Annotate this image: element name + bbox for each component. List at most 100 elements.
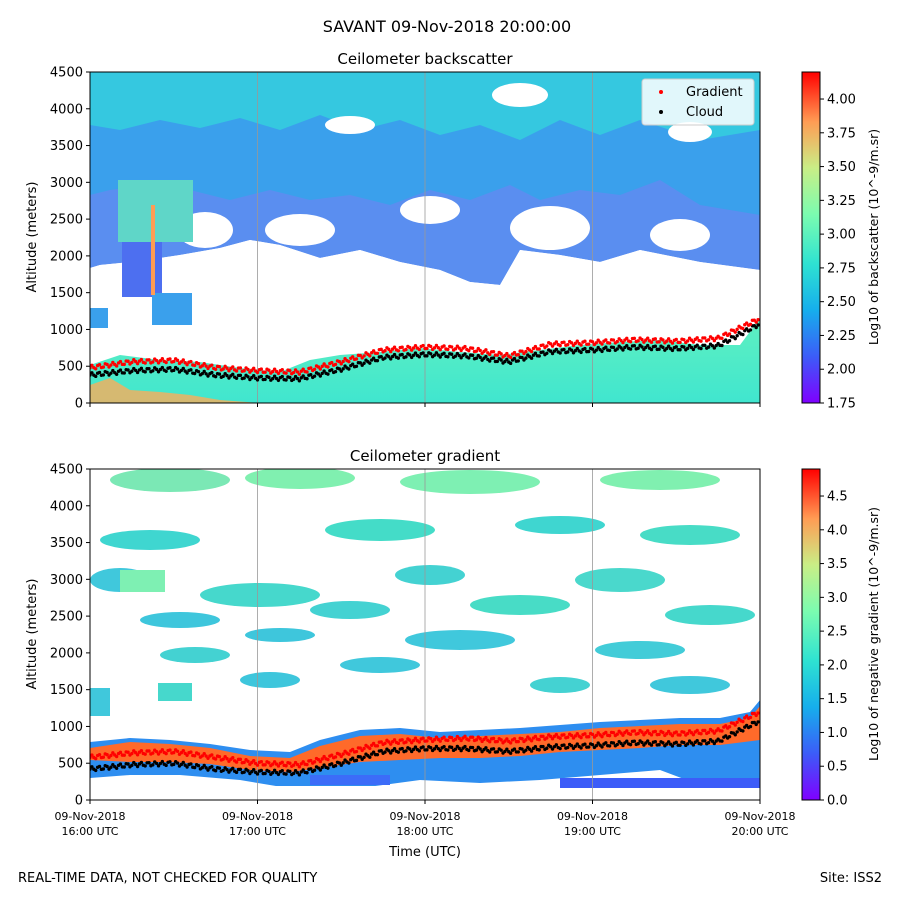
- cloud-height-point: [333, 764, 338, 768]
- cloud-height-point: [234, 376, 239, 381]
- cloud-height-point: [295, 376, 300, 381]
- cloud-height-point: [442, 351, 446, 355]
- gradient-height-point: [320, 364, 324, 369]
- gradient-height-point: [368, 746, 372, 751]
- gradient-height-point: [392, 738, 397, 742]
- cloud-height-point: [706, 345, 711, 349]
- cloud-height-point: [312, 374, 317, 378]
- cloud-height-point: [621, 348, 625, 352]
- cloud-height-point: [295, 770, 300, 775]
- cloud-height-point: [411, 353, 416, 358]
- gradient-height-point: [276, 764, 281, 768]
- colorbar-tick-label: 0.0: [827, 794, 848, 809]
- cloud-height-point: [583, 742, 587, 746]
- cloud-height-point: [463, 352, 467, 356]
- cloud-height-point: [467, 748, 471, 753]
- gradient-height-point: [421, 343, 425, 348]
- colorbar-tick-label: 2.5: [827, 625, 848, 640]
- gradient-height-point: [488, 352, 492, 357]
- cloud-height-point: [362, 755, 366, 760]
- cloud-height-point: [225, 373, 229, 378]
- cloud-height-point: [467, 356, 471, 360]
- gradient-height-point: [276, 371, 281, 376]
- colorbar-tick-label: 3.50: [827, 160, 856, 175]
- cloud-height-point: [459, 748, 463, 753]
- gradient-height-point: [404, 347, 408, 352]
- gradient-height-point: [429, 736, 433, 741]
- gradient-height-point: [562, 340, 566, 344]
- cloud-height-point: [172, 762, 176, 767]
- cloud-height-point: [280, 374, 284, 379]
- cloud-height-point: [670, 348, 675, 353]
- gradient-height-point: [554, 732, 559, 737]
- cloud-height-point: [604, 741, 608, 745]
- y-tick-label: 500: [58, 360, 83, 375]
- gradient-height-point: [611, 730, 616, 735]
- cloud-height-point: [541, 350, 545, 354]
- cloud-height-point: [389, 357, 393, 361]
- cloud-height-point: [288, 375, 292, 380]
- gradient-height-point: [90, 753, 94, 757]
- cloud-height-point: [305, 771, 309, 775]
- gradient-height-point: [516, 739, 520, 744]
- gradient-height-point: [288, 368, 292, 373]
- backscatter-height-markers: [90, 318, 760, 383]
- cloud-height-point: [105, 764, 109, 769]
- cloud-height-point: [404, 749, 408, 753]
- cloud-height-point: [200, 371, 205, 376]
- gradient-height-point: [724, 331, 728, 335]
- gradient-height-point: [90, 363, 94, 368]
- gradient-height-point: [379, 347, 383, 352]
- gradient-height-point: [318, 759, 323, 764]
- cloud-height-point: [204, 372, 208, 376]
- cloud-height-point: [575, 346, 579, 351]
- cloud-height-point: [434, 351, 439, 355]
- cloud-height-point: [674, 345, 678, 349]
- cloud-height-point: [661, 741, 665, 745]
- gradient-height-point: [295, 762, 300, 767]
- gradient-height-point: [126, 750, 130, 754]
- gradient-height-point: [756, 711, 760, 715]
- cloud-height-point: [122, 371, 126, 375]
- gradient-height-point: [288, 761, 292, 765]
- cloud-height-point: [231, 372, 235, 376]
- backscatter-colorbar-label: Log10 of backscatter (10^-9/m.sr): [866, 129, 881, 345]
- gradient-height-point: [558, 343, 562, 348]
- gradient-height-point: [272, 367, 277, 371]
- gradient-height-point: [126, 359, 130, 363]
- cloud-height-point: [259, 374, 264, 379]
- gradient-height-point: [114, 754, 119, 759]
- cloud-height-point: [368, 755, 372, 759]
- cloud-height-point: [579, 746, 583, 750]
- gradient-height-point: [206, 756, 210, 761]
- cloud-height-point: [682, 345, 686, 349]
- backscatter-panel: Ceilometer backscatter: [25, 50, 881, 412]
- cloud-height-point: [478, 747, 482, 751]
- gradient-height-point: [139, 748, 144, 753]
- colorbar-tick-label: 3.25: [827, 194, 856, 209]
- cloud-height-point: [720, 343, 724, 348]
- gradient-height-point: [611, 338, 616, 342]
- cloud-height-point: [678, 743, 682, 747]
- cloud-height-point: [147, 366, 151, 371]
- gradient-height-point: [710, 729, 715, 733]
- gradient-height-point: [168, 357, 172, 361]
- gradient-height-point: [566, 735, 570, 739]
- cloud-height-point: [160, 365, 165, 370]
- gradient-height-point: [189, 750, 193, 754]
- gradient-height-point: [453, 737, 458, 741]
- cloud-height-point: [200, 766, 205, 770]
- cloud-height-point: [661, 345, 665, 350]
- cloud-height-point: [432, 353, 437, 357]
- gradient-height-point: [175, 358, 180, 363]
- gradient-height-point: [192, 363, 197, 368]
- y-tick-label: 4500: [50, 463, 83, 478]
- gradient-height-point: [242, 369, 246, 373]
- cloud-height-point: [350, 756, 355, 760]
- gradient-height-point: [537, 737, 541, 742]
- cloud-height-point: [438, 355, 442, 359]
- cloud-height-point: [94, 374, 98, 379]
- gradient-height-point: [259, 759, 264, 764]
- gradient-height-point: [396, 349, 401, 353]
- cloud-height-point: [320, 371, 324, 376]
